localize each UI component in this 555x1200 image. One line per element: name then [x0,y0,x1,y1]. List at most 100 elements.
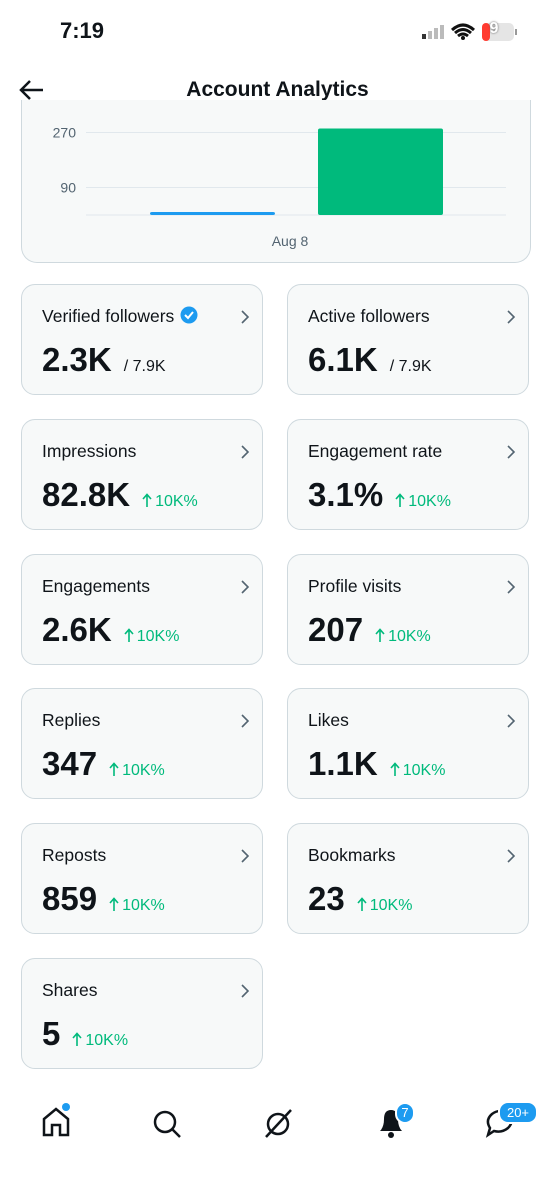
up-arrow [357,897,367,912]
card-value-text: 347 [42,745,98,783]
up-arrow [390,762,400,777]
card-title-text: Impressions [42,440,137,461]
metric-card[interactable]: Verified followers 2.3K / 7.9K [21,284,263,395]
card-title: Verified followers [42,306,198,327]
card-total: / 7.9K [123,358,166,375]
chevron [507,714,516,728]
card-title: Impressions [42,441,136,462]
metric-card[interactable]: Impressions 82.8K 10K% [21,418,263,530]
search-tab[interactable] [153,1110,181,1138]
metric-card[interactable]: Bookmarks 23 10K% [287,823,529,935]
card-title-text: Verified followers [42,306,175,326]
arrow-path [357,897,367,912]
metric-card[interactable]: Shares 5 10K% [21,958,263,1069]
card-total: / 7.9K [389,358,432,375]
card-value: 2.6K 10K% [42,611,179,649]
arrow-path [124,627,134,642]
card-title-text: Engagements [42,575,150,596]
metric-card[interactable]: Likes 1.1K 10K% [287,688,529,800]
card-value: 6.1K / 7.9K [308,341,432,379]
verified-badge [180,306,198,324]
card-change-text: 10K% [122,897,165,915]
card-change-text: 10K% [136,627,180,645]
chevron [241,580,250,594]
chevron-path [241,714,250,728]
grok-tab[interactable] [265,1109,292,1138]
card-title: Reposts [42,845,106,866]
y-tick-label: 270 [53,125,77,141]
metric-card[interactable]: Profile visits 207 10K% [287,553,529,665]
card-value-text: 6.1K [308,341,378,378]
arrow-path [109,897,119,912]
messages-badge: 20+ [498,1101,538,1124]
chevron [507,849,516,863]
chart-card [21,100,531,263]
card-title: Likes [308,710,349,731]
card-change: 10K% [375,628,431,645]
metric-card[interactable]: Engagements 2.6K 10K% [21,553,263,665]
back-button[interactable] [18,78,46,102]
card-value: 2.3K / 7.9K [42,341,166,379]
card-value: 23 10K% [308,880,412,918]
card-change: 10K% [142,493,198,510]
arrow-path [390,762,400,777]
x-axis-label: Aug 8 [272,233,309,249]
card-value: 207 10K% [308,611,431,649]
card-value-text: 1.1K [308,745,378,783]
y-tick-label: 90 [60,180,76,196]
card-title-text: Profile visits [308,575,402,596]
badge-check [184,311,195,320]
card-value-text: 2.6K [42,610,112,648]
arrow-path [109,762,119,777]
card-change-text: 10K% [408,492,451,510]
chevron-path [241,849,250,863]
card-title-text: Bookmarks [308,845,396,866]
chevron [507,310,516,324]
chevron [507,445,516,459]
card-value-text: 3.1% [308,475,384,513]
chevron [241,984,250,998]
chevron-path [507,849,516,863]
card-title-text: Active followers [308,306,430,326]
status-icons [422,23,517,41]
arrow-path [395,493,405,507]
chevron [241,310,250,324]
chart: 90 270 Aug 8 [53,125,506,249]
card-change: 10K% [390,762,445,779]
home-tab[interactable] [42,1103,70,1137]
arrow-path [375,627,385,642]
card-title: Engagements [42,576,150,597]
card-value-text: 82.8K [42,475,131,513]
metric-card[interactable]: Replies 347 10K% [21,688,263,800]
card-value: 1.1K 10K% [308,745,445,783]
card-title: Shares [42,980,97,1001]
card-value-text: 207 [308,610,364,648]
chevron-path [241,445,250,459]
chevron [241,849,250,863]
chevron [241,445,250,459]
chevron [507,580,516,594]
status-time: 7:19 [60,18,105,43]
card-change: 10K% [395,493,451,510]
metric-card[interactable]: Active followers 6.1K / 7.9K [287,284,529,395]
battery-level: 9 [489,20,499,37]
up-arrow [375,627,385,642]
card-title-text: Replies [42,710,101,731]
metric-card[interactable]: Engagement rate 3.1% 10K% [287,418,529,530]
bar [150,211,275,215]
up-arrow [142,493,152,507]
up-arrow [72,1032,82,1046]
card-title: Engagement rate [308,441,442,462]
card-value: 82.8K 10K% [42,476,198,514]
card-value-text: 5 [42,1015,61,1052]
card-change-text: 10K% [85,1032,129,1049]
arrow-path [72,1032,82,1046]
card-title: Bookmarks [308,845,396,866]
up-arrow [109,762,119,777]
badge-circle [180,306,198,324]
chevron-path [241,984,250,998]
card-change: 10K% [109,762,165,779]
card-title: Profile visits [308,576,401,597]
metric-card[interactable]: Reposts 859 10K% [21,823,263,935]
